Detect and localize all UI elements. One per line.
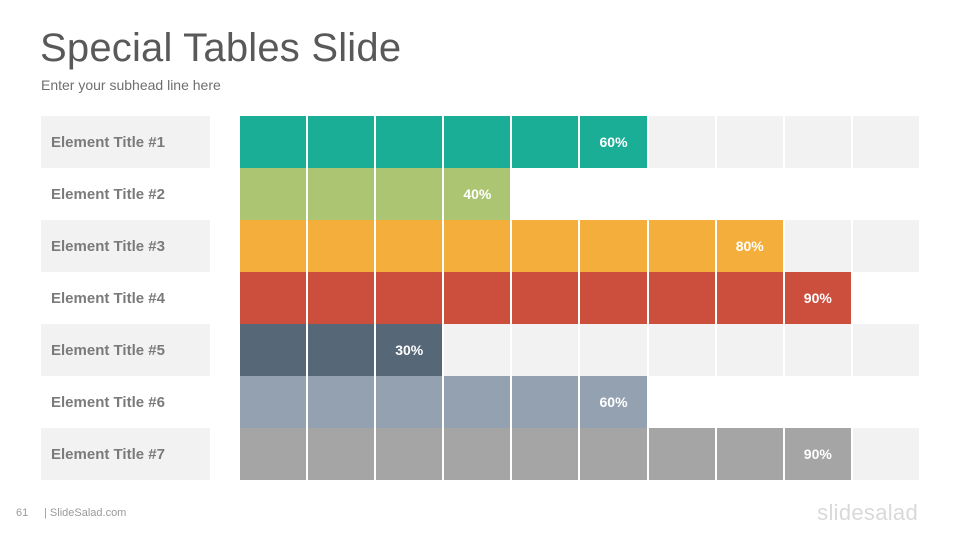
row-progress-track: 60%: [240, 376, 919, 428]
empty-cell: [580, 168, 649, 220]
filled-cell: [308, 272, 377, 324]
empty-cell: [580, 324, 649, 376]
filled-cell: [444, 220, 513, 272]
empty-cell: [785, 116, 853, 168]
row-progress-track: 40%: [240, 168, 919, 220]
filled-cell: [376, 168, 445, 220]
filled-cell: [240, 168, 309, 220]
empty-cell: [512, 324, 581, 376]
filled-cell: [512, 272, 581, 324]
filled-cell: [240, 220, 309, 272]
empty-cell: [649, 324, 717, 376]
filled-cell: [512, 376, 581, 428]
filled-cell: [308, 376, 377, 428]
filled-cell: [444, 376, 513, 428]
empty-cell: [717, 168, 785, 220]
empty-cell: [785, 324, 853, 376]
filled-cell: [308, 168, 377, 220]
row-label: Element Title #6: [51, 393, 165, 411]
filled-cell: [308, 116, 377, 168]
filled-cell: [308, 324, 377, 376]
row-value-cell: 60%: [580, 376, 649, 428]
row-value-cell: 40%: [444, 168, 513, 220]
row-progress-track: 30%: [240, 324, 919, 376]
empty-cell: [717, 376, 785, 428]
filled-cell: [240, 428, 309, 480]
empty-cell: [853, 272, 919, 324]
row-label: Element Title #5: [41, 324, 210, 376]
filled-cell: [580, 272, 649, 324]
progress-table: Element Title #1 60% Element Title #2 40% El…: [41, 116, 919, 480]
empty-cell: [853, 324, 919, 376]
page-number: 61: [16, 507, 29, 519]
filled-cell: [376, 376, 445, 428]
row-value-cell: 80%: [716, 220, 785, 272]
filled-cell: [240, 324, 309, 376]
filled-cell: [444, 272, 513, 324]
empty-cell: [512, 168, 581, 220]
row-label: Element Title #3: [41, 220, 210, 272]
row-progress-track: 90%: [240, 428, 919, 480]
filled-cell: [580, 220, 649, 272]
filled-cell: [648, 220, 717, 272]
row-label: Element Title #2: [51, 185, 165, 203]
empty-cell: [717, 324, 785, 376]
filled-cell: [444, 116, 513, 168]
row-progress-track: 90%: [240, 272, 919, 324]
empty-cell: [785, 168, 853, 220]
table-row: Element Title #1 60%: [41, 116, 919, 168]
filled-cell: [444, 428, 513, 480]
table-row: Element Title #7 90%: [41, 428, 919, 480]
row-progress-track: 80%: [240, 220, 919, 272]
filled-cell: [580, 428, 649, 480]
empty-cell: [649, 168, 717, 220]
empty-cell: [444, 324, 513, 376]
filled-cell: [240, 376, 309, 428]
filled-cell: [240, 116, 309, 168]
table-row: Element Title #6 60%: [41, 376, 919, 428]
empty-cell: [649, 116, 717, 168]
slide-subtitle: Enter your subhead line here: [41, 77, 221, 93]
filled-cell: [648, 272, 717, 324]
table-row: Element Title #3 80%: [41, 220, 919, 272]
row-label: Element Title #7: [41, 428, 210, 480]
filled-cell: [308, 220, 377, 272]
filled-cell: [512, 116, 581, 168]
empty-cell: [853, 428, 919, 480]
filled-cell: [716, 272, 785, 324]
filled-cell: [376, 116, 445, 168]
table-row: Element Title #5 30%: [41, 324, 919, 376]
empty-cell: [853, 116, 919, 168]
empty-cell: [853, 168, 919, 220]
empty-cell: [853, 220, 919, 272]
filled-cell: [648, 428, 717, 480]
filled-cell: [716, 428, 785, 480]
slide-title: Special Tables Slide: [40, 26, 402, 70]
row-label: Element Title #4: [51, 289, 165, 307]
empty-cell: [649, 376, 717, 428]
empty-cell: [853, 376, 919, 428]
table-row: Element Title #2 40%: [41, 168, 919, 220]
footer-site: | SlideSalad.com: [44, 507, 127, 519]
row-value-cell: 60%: [580, 116, 649, 168]
empty-cell: [785, 376, 853, 428]
filled-cell: [376, 428, 445, 480]
row-progress-track: 60%: [240, 116, 919, 168]
row-value-cell: 90%: [784, 428, 853, 480]
filled-cell: [308, 428, 377, 480]
filled-cell: [512, 428, 581, 480]
filled-cell: [376, 272, 445, 324]
empty-cell: [717, 116, 785, 168]
slidesalad-logo: slidesalad: [817, 500, 918, 525]
table-row: Element Title #4 90%: [41, 272, 919, 324]
filled-cell: [512, 220, 581, 272]
empty-cell: [785, 220, 853, 272]
filled-cell: [240, 272, 309, 324]
row-value-cell: 90%: [784, 272, 853, 324]
row-label: Element Title #1: [41, 116, 210, 168]
row-value-cell: 30%: [376, 324, 445, 376]
filled-cell: [376, 220, 445, 272]
